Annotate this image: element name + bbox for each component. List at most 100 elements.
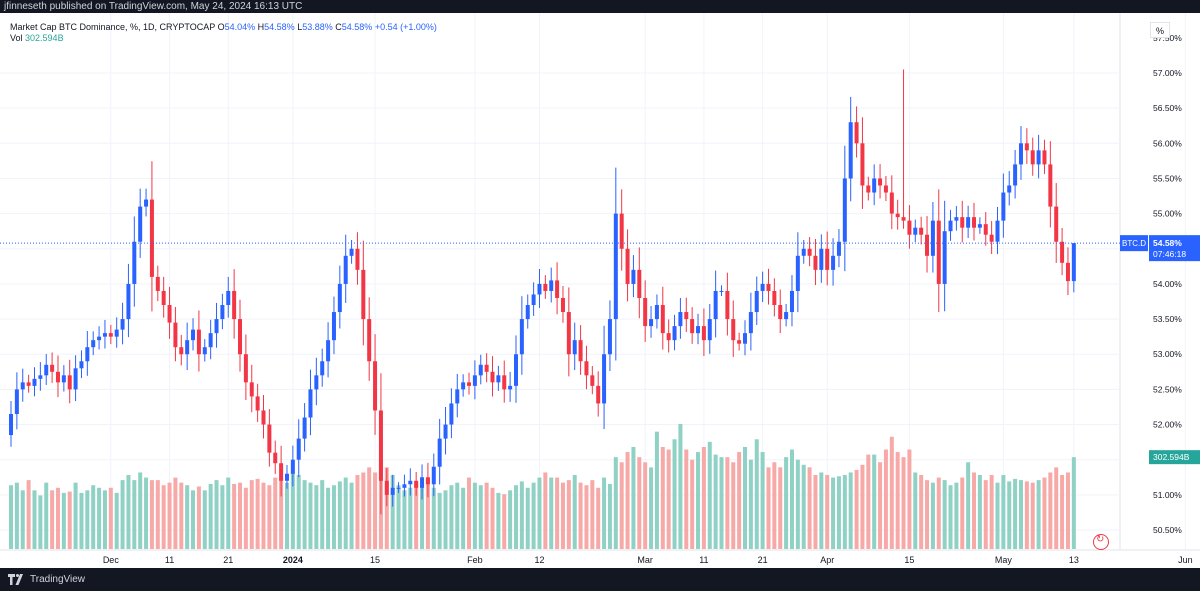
volume-bar	[878, 462, 883, 549]
candle-body	[772, 290, 777, 306]
price-tick-label: 53.50%	[1153, 314, 1182, 324]
candle-body	[842, 178, 847, 242]
candle-body	[513, 354, 518, 386]
candle-body	[496, 375, 501, 383]
candle-body	[977, 224, 982, 228]
volume-bar	[73, 482, 78, 549]
candle-body	[208, 333, 213, 348]
legend-low: 53.88%	[302, 22, 333, 32]
volume-bar	[284, 482, 289, 549]
candle-body	[361, 269, 366, 320]
volume-bar	[1013, 478, 1018, 549]
volume-bar	[1054, 467, 1059, 549]
candle-body	[402, 484, 407, 488]
volume-bar	[848, 472, 853, 549]
candle-body	[55, 371, 60, 383]
tradingview-logo-icon[interactable]	[8, 574, 26, 585]
volume-bar	[936, 477, 941, 549]
price-tag	[1149, 235, 1200, 262]
volume-bar	[38, 495, 43, 549]
candle-body	[660, 305, 665, 334]
volume-bar	[414, 482, 419, 549]
volume-bar	[525, 487, 530, 549]
price-tick-label: 57.00%	[1153, 68, 1182, 78]
reset-chart-icon[interactable]	[1093, 534, 1109, 550]
tradingview-brand[interactable]: TradingView	[30, 574, 86, 585]
legend-close-label: C	[335, 22, 342, 32]
volume-bar	[14, 482, 19, 549]
volume-bar	[743, 446, 747, 549]
volume-bar	[948, 485, 953, 549]
candle-body	[14, 389, 19, 414]
candle-body	[443, 424, 448, 439]
candle-body	[484, 364, 489, 372]
volume-bar	[384, 467, 389, 549]
volume-bar	[713, 454, 718, 549]
candle-body	[202, 347, 207, 355]
volume-bar	[1007, 481, 1012, 549]
volume-bar	[613, 457, 618, 549]
volume-bar	[660, 446, 665, 549]
volume-bar	[390, 475, 395, 549]
candle-body	[472, 375, 477, 386]
volume-bar	[566, 480, 571, 549]
volume-bar	[1071, 457, 1076, 549]
price-tick-label: 50.50%	[1153, 525, 1182, 535]
volume-bar	[355, 475, 360, 549]
candle-body	[572, 340, 577, 355]
percent-scale-button[interactable]: %	[1150, 22, 1170, 38]
volume-bar	[44, 482, 49, 549]
volume-bar	[232, 483, 237, 549]
volume-bar	[167, 482, 172, 549]
volume-bar	[255, 478, 260, 549]
volume-bar	[461, 487, 466, 549]
price-chart[interactable]: 57.00%56.50%56.00%55.50%55.00%54.50%54.0…	[0, 13, 1200, 568]
price-tick-label: 51.00%	[1153, 490, 1182, 500]
candle-body	[560, 297, 565, 313]
legend-open-label: O	[217, 22, 225, 32]
candle-body	[32, 378, 37, 386]
candle-body	[414, 480, 419, 488]
volume-bar	[61, 492, 66, 549]
symbol-legend: Market Cap BTC Dominance, %, 1D, CRYPTOC…	[10, 22, 437, 33]
volume-bar	[1036, 480, 1041, 549]
volume-bar	[643, 462, 648, 549]
candle-body	[696, 326, 701, 334]
volume-bar	[602, 477, 607, 549]
volume-tag	[1149, 450, 1200, 465]
candle-body	[731, 319, 736, 341]
candle-body	[930, 220, 935, 256]
volume-bar	[408, 487, 413, 549]
volume-bar	[238, 482, 243, 549]
price-axis-area	[1120, 13, 1200, 568]
volume-bar	[513, 485, 518, 549]
volume-bar	[995, 482, 1000, 549]
volume-bar	[1065, 472, 1070, 549]
volume-bar	[91, 485, 96, 549]
candle-body	[637, 269, 642, 298]
candle-body	[643, 297, 648, 327]
candle-body	[549, 280, 554, 291]
candle-body	[396, 487, 401, 489]
volume-bar	[607, 483, 612, 549]
volume-bar	[144, 477, 149, 549]
candle-body	[590, 375, 595, 386]
volume-bar	[889, 436, 894, 549]
candle-body	[678, 312, 683, 327]
legend-change: +0.54 (+1.00%)	[374, 22, 437, 32]
candle-body	[138, 206, 143, 242]
volume-bar	[120, 480, 125, 549]
candle-body	[308, 389, 313, 418]
candle-body	[672, 326, 677, 341]
volume-bar	[508, 490, 513, 549]
volume-bar	[895, 452, 900, 549]
candle-body	[878, 178, 883, 186]
candle-body	[220, 305, 225, 320]
footer-bar	[0, 568, 1200, 591]
candle-body	[502, 375, 507, 390]
candle-body	[531, 294, 536, 306]
volume-bar	[97, 487, 102, 549]
volume-bar	[678, 424, 683, 549]
symbol-tag-label: BTC.D	[1122, 239, 1146, 248]
volume-bar	[296, 475, 301, 549]
